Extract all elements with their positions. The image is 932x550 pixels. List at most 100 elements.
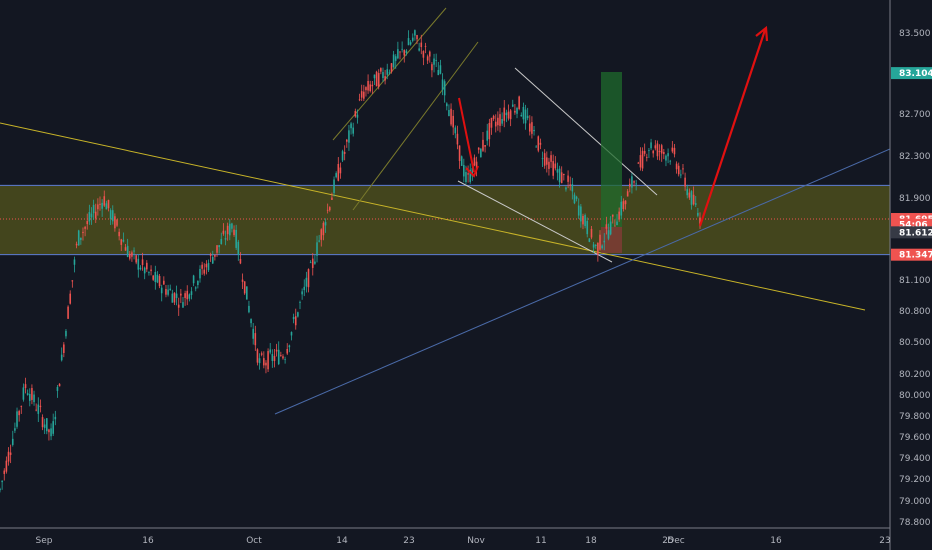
candle-body xyxy=(207,262,210,271)
candle-body xyxy=(26,393,29,395)
candle-body xyxy=(622,201,625,210)
candle-body xyxy=(92,204,95,214)
candle-body xyxy=(539,142,542,145)
candle-body xyxy=(188,294,191,299)
candle-body xyxy=(469,169,472,183)
candle-body xyxy=(680,174,682,176)
candle-body xyxy=(365,87,367,91)
candle-body xyxy=(120,239,123,245)
candle-body xyxy=(601,245,603,249)
candle-body xyxy=(628,183,631,187)
x-tick-label: 11 xyxy=(535,536,546,546)
candle-body xyxy=(1,480,3,483)
candle-body xyxy=(611,214,614,217)
candle-body xyxy=(5,460,8,472)
candle-body xyxy=(528,123,531,132)
candle-body xyxy=(658,151,661,153)
candle-body xyxy=(322,222,325,236)
candle-body xyxy=(509,110,512,120)
candle-body xyxy=(135,255,137,263)
candle-body xyxy=(239,259,242,264)
candle-body xyxy=(252,328,254,339)
candle-body xyxy=(175,293,178,299)
candle-body xyxy=(584,215,586,227)
candle-body xyxy=(526,115,529,119)
candle-body xyxy=(673,147,676,155)
candle-body xyxy=(384,76,386,81)
candle-body xyxy=(431,64,433,71)
candle-body xyxy=(54,416,57,420)
y-tick-label: 79.600 xyxy=(899,433,931,443)
candle-body xyxy=(484,145,486,147)
candle-body xyxy=(614,225,616,227)
candle-body xyxy=(467,173,469,175)
candle-body xyxy=(405,50,408,53)
candle-body xyxy=(439,65,442,74)
candle-body xyxy=(152,275,154,280)
candle-body xyxy=(575,196,578,199)
y-tick-label: 78.800 xyxy=(899,518,931,528)
candle-body xyxy=(220,238,223,245)
candle-body xyxy=(346,139,348,142)
candle-body xyxy=(177,304,180,308)
candle-body xyxy=(543,153,546,166)
y-tick-label: 80.200 xyxy=(899,370,931,380)
candle-body xyxy=(343,152,346,154)
y-tick-label: 82.300 xyxy=(899,152,931,162)
candle-body xyxy=(148,272,150,274)
red-arrow-down-head xyxy=(465,165,479,178)
candle-body xyxy=(565,187,567,190)
candle-body xyxy=(11,438,14,445)
candle-body xyxy=(299,302,301,304)
candle-body xyxy=(222,230,225,234)
x-tick-label: Sep xyxy=(36,536,53,546)
candle-body xyxy=(41,417,44,428)
candle-body xyxy=(473,157,476,166)
candle-body xyxy=(518,96,520,110)
candle-body xyxy=(407,38,410,46)
candle-body xyxy=(494,121,497,127)
candle-body xyxy=(697,212,699,216)
candle-body xyxy=(86,221,89,225)
candle-body xyxy=(233,229,235,235)
wedge-line-upper xyxy=(514,67,658,196)
candle-body xyxy=(692,194,695,205)
candle-body xyxy=(558,168,561,183)
candle-body xyxy=(65,330,67,337)
candle-body xyxy=(263,358,265,366)
candle-body xyxy=(465,172,467,183)
y-tick-label: 80.500 xyxy=(899,338,931,348)
candle-body xyxy=(363,91,365,99)
y-tick-label: 79.400 xyxy=(899,454,931,464)
candle-body xyxy=(94,211,97,219)
price-badge-text-low: 81.347 xyxy=(899,251,932,261)
candle-body xyxy=(46,418,48,432)
candle-body xyxy=(499,114,501,126)
candle-body xyxy=(686,189,689,196)
candle-body xyxy=(333,179,335,194)
candle-body xyxy=(511,104,514,107)
candle-body xyxy=(228,223,231,236)
y-tick-label: 79.200 xyxy=(899,475,931,485)
candle-body xyxy=(501,118,503,124)
candle-body xyxy=(435,60,437,61)
x-tick-label: 16 xyxy=(770,536,782,546)
candle-body xyxy=(305,277,308,287)
candle-body xyxy=(460,156,463,166)
candle-body xyxy=(90,213,93,218)
candle-body xyxy=(656,143,659,157)
x-tick-label: 23 xyxy=(879,536,890,546)
candle-body xyxy=(260,353,263,355)
candle-body xyxy=(82,231,84,234)
candle-body xyxy=(33,394,35,403)
candle-body xyxy=(618,211,620,220)
candle-body xyxy=(39,405,42,408)
candle-body xyxy=(18,411,20,416)
candle-body xyxy=(88,212,91,222)
candle-body xyxy=(301,291,303,295)
candle-body xyxy=(103,196,106,206)
candle-body xyxy=(169,288,172,291)
candle-body xyxy=(309,262,312,264)
candle-body xyxy=(288,345,291,348)
